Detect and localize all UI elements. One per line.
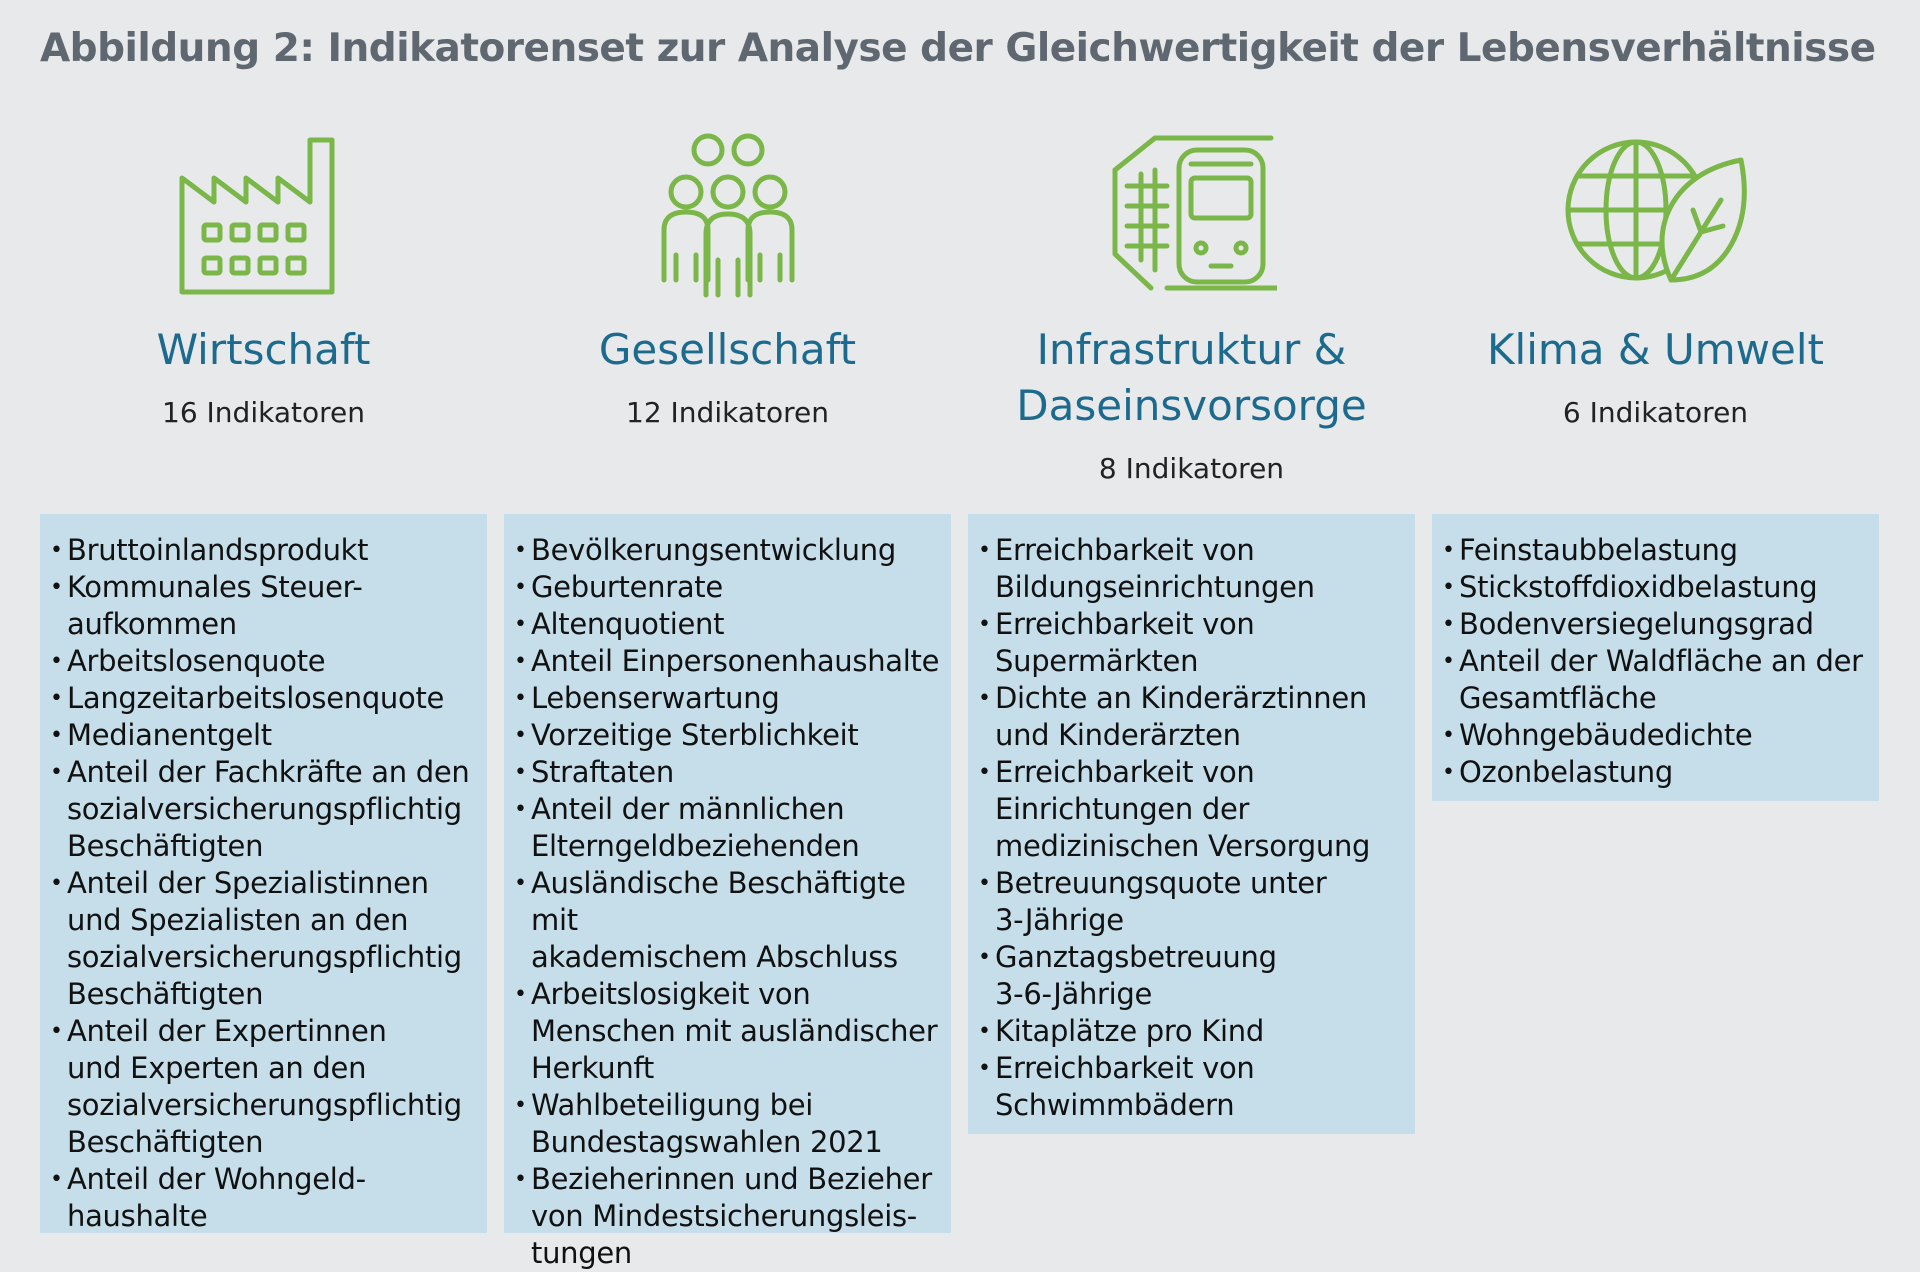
indicator-list: Erreichbarkeit von Bildungseinrichtungen… <box>978 532 1407 1124</box>
indicator-box: BevölkerungsentwicklungGeburtenrateAlten… <box>504 514 951 1270</box>
indicator-item: Anteil der männlichen Elterngeldbeziehen… <box>514 791 943 865</box>
indicator-item: Anteil der Wohngeld- haushalte <box>50 1161 479 1235</box>
indicator-item: Langzeitarbeitslosenquote <box>50 680 479 717</box>
category-heading: Infrastruktur & Daseinsvorsorge <box>1016 325 1367 430</box>
indicator-item: Erreichbarkeit von Bildungseinrichtungen <box>978 532 1407 606</box>
factory-icon <box>40 130 487 305</box>
indicator-box: FeinstaubbelastungStickstoffdioxidbelast… <box>1432 514 1879 801</box>
indicator-item: Vorzeitige Sterblichkeit <box>514 717 943 754</box>
indicator-item: Feinstaubbelastung <box>1442 532 1871 569</box>
indicator-item: Bevölkerungsentwicklung <box>514 532 943 569</box>
indicator-item: Lebenserwartung <box>514 680 943 717</box>
indicator-item: Anteil der Expertinnen und Experten an d… <box>50 1013 479 1161</box>
indicator-item: Arbeitslosenquote <box>50 643 479 680</box>
page-title: Abbildung 2: Indikatorenset zur Analyse … <box>40 26 1876 71</box>
indicator-item: Straftaten <box>514 754 943 791</box>
indicator-box: BruttoinlandsproduktKommunales Steuer- a… <box>40 514 487 1233</box>
train-icon <box>968 130 1415 305</box>
indicator-item: Anteil der Fachkräfte an den sozialversi… <box>50 754 479 865</box>
indicator-item: Stickstoffdioxidbelastung <box>1442 569 1871 606</box>
indicator-item: Wohngebäudedichte <box>1442 717 1871 754</box>
globe-leaf-icon <box>1432 130 1879 305</box>
category-heading: Gesellschaft <box>598 325 857 374</box>
indicator-item: Anteil Einpersonenhaushalte <box>514 643 943 680</box>
indicator-item: Medianentgelt <box>50 717 479 754</box>
indicator-count: 6 Indikatoren <box>1562 396 1749 429</box>
indicator-item: Anteil der Spezialistinnen und Spezialis… <box>50 865 479 1013</box>
indicator-item: Erreichbarkeit von Schwimmbädern <box>978 1050 1407 1124</box>
indicator-item: Anteil der Waldfläche an der Gesamtfläch… <box>1442 643 1871 717</box>
indicator-item: Wahlbeteiligung bei Bundestagswahlen 202… <box>514 1087 943 1161</box>
indicator-item: Kitaplätze pro Kind <box>978 1013 1407 1050</box>
indicator-item: Erreichbarkeit von Supermärkten <box>978 606 1407 680</box>
people-group-icon <box>504 130 951 305</box>
indicator-item: Altenquotient <box>514 606 943 643</box>
indicator-item: Erreichbarkeit von Einrichtungen der med… <box>978 754 1407 865</box>
indicator-list: BruttoinlandsproduktKommunales Steuer- a… <box>50 532 479 1235</box>
indicator-count: 12 Indikatoren <box>626 396 829 429</box>
indicator-box: Erreichbarkeit von Bildungseinrichtungen… <box>968 514 1415 1134</box>
indicator-count: 8 Indikatoren <box>1098 452 1285 485</box>
indicator-item: Bodenversiegelungsgrad <box>1442 606 1871 643</box>
indicator-item: Geburtenrate <box>514 569 943 606</box>
indicator-list: FeinstaubbelastungStickstoffdioxidbelast… <box>1442 532 1871 791</box>
indicator-item: Ozonbelastung <box>1442 754 1871 791</box>
indicator-item: Bruttoinlandsprodukt <box>50 532 479 569</box>
indicator-count: 16 Indikatoren <box>162 396 365 429</box>
indicator-item: Dichte an Kinderärztinnen und Kinderärzt… <box>978 680 1407 754</box>
indicator-item: Ganztagsbetreuung 3-6-Jährige <box>978 939 1407 1013</box>
indicator-item: Ausländische Beschäftigte mit akademisch… <box>514 865 943 976</box>
indicator-item: Betreuungsquote unter 3-Jährige <box>978 865 1407 939</box>
indicator-item: Bezieherinnen und Bezieher von Mindestsi… <box>514 1161 943 1272</box>
indicator-list: BevölkerungsentwicklungGeburtenrateAlten… <box>514 532 943 1272</box>
indicator-item: Kommunales Steuer- aufkommen <box>50 569 479 643</box>
indicator-item: Arbeitslosigkeit von Menschen mit auslän… <box>514 976 943 1087</box>
category-heading: Klima & Umwelt <box>1487 325 1824 374</box>
category-heading: Wirtschaft <box>156 325 371 374</box>
